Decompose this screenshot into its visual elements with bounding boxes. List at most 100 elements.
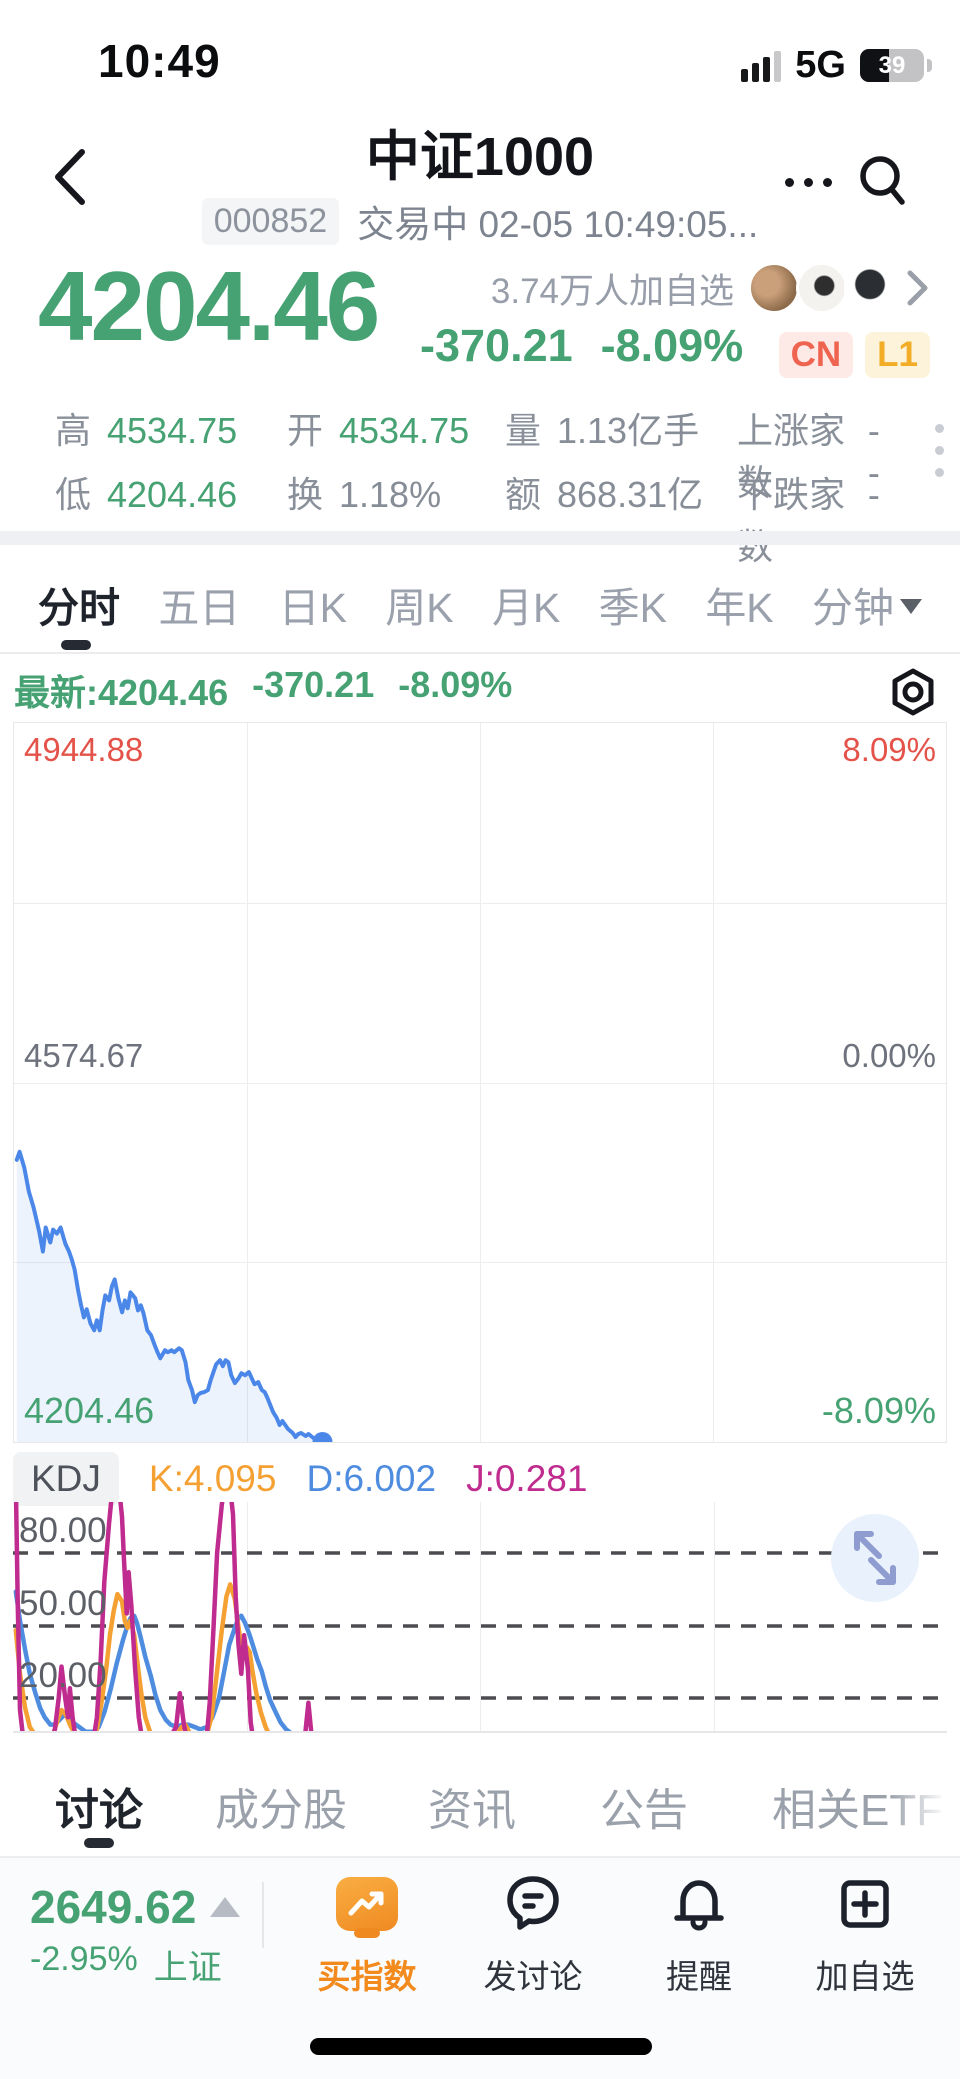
- stat-low: 低 4204.46: [55, 474, 238, 515]
- tab-daily-k[interactable]: 日K: [278, 585, 347, 631]
- avatar: [844, 262, 896, 314]
- gridline: [713, 1502, 715, 1731]
- kdj-lines-svg: [13, 1502, 945, 1731]
- index-sub: -2.95% 上证: [30, 1940, 222, 1989]
- expand-chart-button[interactable]: [831, 1514, 919, 1602]
- search-button[interactable]: [856, 152, 908, 213]
- avatar: [748, 262, 800, 314]
- stat-decliners: 下跌家数--: [737, 474, 880, 567]
- kdj-header: KDJ K:4.095 D:6.002 J:0.281: [13, 1452, 587, 1506]
- index-name: 上证: [153, 1949, 222, 1987]
- page-title: 中证1000: [365, 127, 595, 187]
- collapse-triangle-icon: [210, 1897, 241, 1917]
- chevron-down-icon: [899, 598, 922, 614]
- avatar: [796, 262, 848, 314]
- tab-discussion[interactable]: 讨论: [55, 1786, 143, 1835]
- tab-five-day[interactable]: 五日: [158, 585, 241, 631]
- tab-weekly-k[interactable]: 周K: [385, 585, 454, 631]
- header-subtitle: 000852 交易中 02-05 10:49:05...: [0, 194, 960, 248]
- active-section-indicator: [84, 1838, 114, 1848]
- kdj-chart[interactable]: 80.00 50.00 20.00: [13, 1502, 947, 1733]
- post-discussion-button[interactable]: 发讨论: [450, 1866, 616, 1998]
- stat-open: 开 4534.75: [287, 410, 470, 451]
- add-watchlist-button[interactable]: 加自选: [782, 1866, 948, 1998]
- kdj-tick-20: 20.00: [19, 1656, 107, 1695]
- search-icon: [860, 156, 905, 205]
- change-percent: -8.09%: [600, 320, 744, 371]
- stat-amount: 额 868.31亿: [505, 474, 704, 515]
- more-button[interactable]: [785, 178, 832, 187]
- network-type-label: 5G: [795, 44, 846, 86]
- tab-monthly-k[interactable]: 月K: [491, 585, 561, 631]
- stock-code-chip: 000852: [201, 197, 340, 245]
- kdj-indicator-selector[interactable]: KDJ: [13, 1452, 119, 1506]
- kdj-k-value: K:4.095: [148, 1458, 277, 1499]
- axis-min-pct: -8.09%: [821, 1390, 936, 1431]
- axis-max-pct: 8.09%: [842, 731, 936, 768]
- signal-bars-icon: [741, 50, 782, 82]
- axis-max-price: 4944.88: [24, 731, 144, 768]
- badge-cn: CN: [778, 332, 854, 378]
- market-badges: CN L1: [778, 332, 930, 378]
- stat-turnover-rate: 换 1.18%: [287, 474, 442, 515]
- buy-index-icon: [336, 1877, 398, 1931]
- latest-pct: -8.09%: [398, 664, 513, 705]
- divider: [262, 1882, 264, 1948]
- gridline: [246, 1502, 248, 1731]
- index-change: -2.95%: [30, 1940, 138, 1978]
- axis-mid-pct: 0.00%: [842, 1037, 936, 1074]
- latest-quote-row: 最新:4204.46 -370.21 -8.09%: [14, 664, 512, 716]
- price-change: -370.21 -8.09%: [420, 320, 743, 372]
- gridline: [480, 1502, 481, 1731]
- axis-min-price: 4204.46: [24, 1390, 155, 1431]
- battery-icon: 39: [860, 49, 924, 82]
- badge-l1: L1: [865, 332, 930, 378]
- home-indicator[interactable]: [310, 2038, 652, 2055]
- tab-overflow-fade: [890, 1756, 960, 1854]
- alert-button[interactable]: 提醒: [616, 1866, 782, 1998]
- expand-arrows-icon: [854, 1531, 896, 1585]
- more-ellipsis-icon: [785, 178, 794, 187]
- chart-settings-button[interactable]: [890, 668, 936, 721]
- intraday-line-svg: [14, 1149, 333, 1442]
- latest-change: -370.21: [252, 664, 375, 705]
- kdj-d-value: D:6.002: [306, 1458, 437, 1499]
- trading-status: 交易中 02-05 10:49:05...: [357, 204, 759, 245]
- intraday-chart[interactable]: 4944.88 8.09% 4574.67 0.00% 4204.46 -8.0…: [13, 722, 947, 1443]
- section-tab-bar: 讨论 成分股 资讯 公告 相关ETF: [0, 1756, 960, 1854]
- bell-icon: [674, 1880, 724, 1931]
- followers-count: 3.74万人加自选: [490, 271, 734, 311]
- stat-high: 高 4534.75: [55, 410, 238, 451]
- buy-index-button[interactable]: 买指数: [284, 1866, 450, 1998]
- period-tab-bar: 分时 五日 日K 周K 月K 季K 年K 分钟: [0, 556, 960, 652]
- hairline: [0, 652, 960, 654]
- back-chevron-icon: [55, 149, 85, 205]
- tab-minutes-dropdown[interactable]: 分钟: [812, 574, 922, 634]
- section-divider: [0, 531, 960, 545]
- index-quote[interactable]: 2649.62: [30, 1880, 241, 1934]
- gridline: [14, 1082, 946, 1084]
- kdj-j-value: J:0.281: [466, 1458, 588, 1499]
- tab-constituents[interactable]: 成分股: [215, 1786, 347, 1835]
- axis-mid-price: 4574.67: [24, 1037, 144, 1074]
- latest-price: 最新:4204.46: [14, 672, 229, 713]
- gear-icon: [892, 668, 934, 716]
- battery-percent: 39: [878, 51, 906, 79]
- tab-announcements[interactable]: 公告: [600, 1786, 688, 1835]
- gridline: [14, 1262, 946, 1264]
- followers-row[interactable]: 3.74万人加自选: [491, 262, 930, 314]
- active-tab-indicator: [61, 640, 91, 650]
- chevron-right-icon: [907, 270, 928, 306]
- speech-bubble-icon: [507, 1876, 559, 1930]
- battery-nub: [927, 59, 932, 72]
- tab-quarterly-k[interactable]: 季K: [598, 585, 667, 631]
- stats-expand-handle[interactable]: [935, 424, 944, 477]
- current-price: 4204.46: [38, 251, 380, 361]
- tab-minute-chart[interactable]: 分时: [38, 585, 120, 631]
- tab-news[interactable]: 资讯: [428, 1786, 516, 1835]
- kdj-tick-80: 80.00: [19, 1511, 107, 1550]
- tab-yearly-k[interactable]: 年K: [705, 585, 774, 631]
- back-button[interactable]: [50, 146, 90, 213]
- kdj-tick-50: 50.00: [19, 1584, 107, 1623]
- index-value: 2649.62: [30, 1881, 197, 1933]
